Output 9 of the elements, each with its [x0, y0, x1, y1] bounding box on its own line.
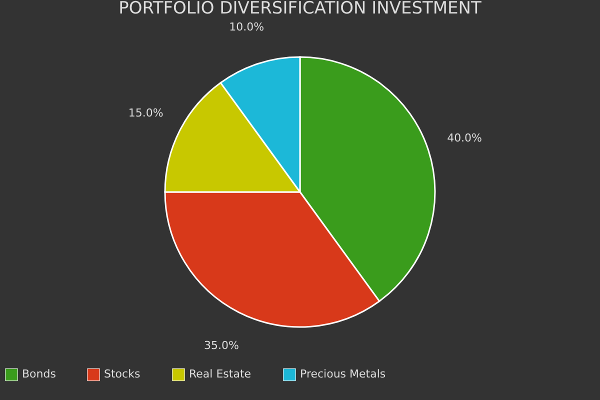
legend-label: Stocks — [104, 368, 140, 381]
legend-label: Bonds — [22, 368, 56, 381]
legend-label: Precious Metals — [300, 368, 386, 381]
data-label: 10.0% — [229, 20, 264, 34]
data-label: 15.0% — [128, 106, 164, 120]
chart-title: PORTFOLIO DIVERSIFICATION INVESTMENT — [118, 0, 482, 18]
data-label: 35.0% — [204, 339, 239, 352]
data-label: 40.0% — [447, 132, 482, 145]
legend-label: Real Estate — [189, 368, 252, 381]
